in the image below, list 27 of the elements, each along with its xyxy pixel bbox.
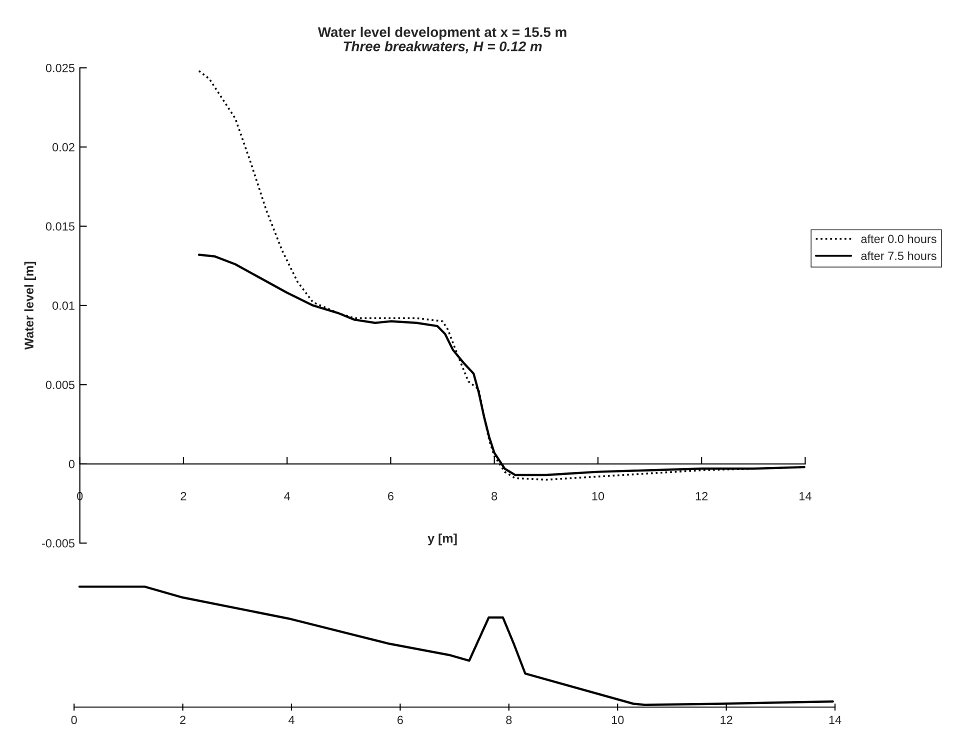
x-tick-label: 12: [696, 492, 708, 500]
y-tick-label: 0.02: [52, 143, 74, 152]
x-tick-label: 8: [492, 492, 498, 500]
x-tick-label: 6: [398, 716, 403, 724]
y-axis-title: Water level [m]: [24, 262, 36, 350]
y-tick-label: 0.015: [46, 222, 74, 231]
x-tick-label: 2: [180, 716, 186, 724]
x-tick-label: 14: [829, 716, 842, 724]
x-tick-label: 4: [288, 716, 294, 724]
y-tick-label: 0.005: [46, 380, 74, 390]
y-tick-label: -0.005: [42, 539, 74, 548]
y-tick-label: 0.01: [52, 301, 74, 310]
y-tick-label: 0: [68, 460, 75, 468]
x-tick-label: 10: [612, 716, 624, 724]
x-tick-label: 2: [180, 492, 186, 500]
x-tick-label: 10: [592, 492, 604, 500]
x-axis-title: y [m]: [428, 534, 457, 546]
y-tick-label: 0.025: [46, 64, 74, 72]
x-tick-label: 8: [506, 716, 512, 724]
x-tick-label: 14: [800, 492, 812, 500]
legend-label: after 7.5 hours: [861, 251, 936, 260]
legend-label: after 0.0 hours: [861, 234, 936, 244]
chart-title: Water level development at x = 15.5 m: [318, 26, 566, 40]
x-tick-label: 6: [388, 492, 394, 500]
x-tick-label: 12: [720, 716, 732, 724]
chart-subtitle: Three breakwaters, H = 0.12 m: [344, 41, 542, 54]
x-tick-label: 4: [284, 492, 290, 500]
